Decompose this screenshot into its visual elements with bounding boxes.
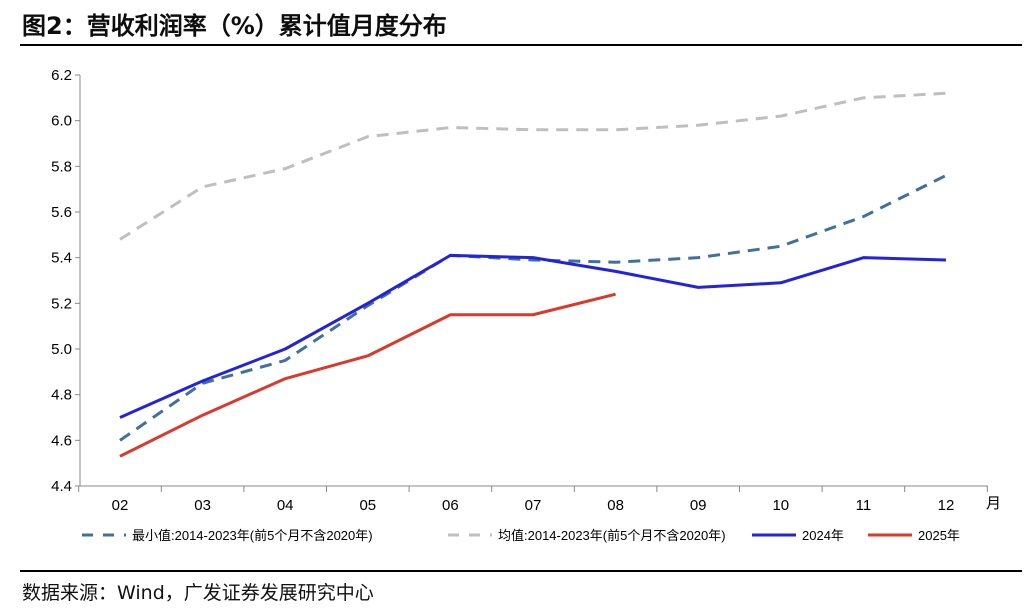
series-line-3 <box>119 292 616 458</box>
legend-label: 2025年 <box>918 528 960 543</box>
legend-label: 均值:2014-2023年(前5个月不含2020年) <box>498 528 726 543</box>
x-tick-label: 10 <box>772 497 789 514</box>
y-tick-label: 5.2 <box>51 295 72 312</box>
y-tick-label: 4.8 <box>51 387 72 404</box>
y-tick-label: 5.4 <box>51 250 72 267</box>
y-tick-label: 5.8 <box>51 158 72 175</box>
line-chart: 4.4 4.6 4.8 5.0 5.2 5.4 5.6 5.8 6.0 6.2 02 03 04 05 06… <box>51 67 1001 543</box>
series-line-2 <box>119 253 947 419</box>
legend-label: 2024年 <box>802 528 844 543</box>
y-tick-label: 4.6 <box>51 432 72 449</box>
y-tick-label: 5.6 <box>51 204 72 221</box>
y-tick-label: 6.2 <box>51 67 72 84</box>
title-divider <box>20 44 1022 46</box>
series-line-0 <box>119 174 947 442</box>
y-tick-label: 5.0 <box>51 341 72 358</box>
x-tick-label: 03 <box>194 497 211 514</box>
footer-divider <box>20 570 1022 572</box>
series-line-1 <box>119 91 947 241</box>
y-tick-label: 6.0 <box>51 113 72 130</box>
x-tick-label: 12 <box>938 497 955 514</box>
legend-label: 最小值:2014-2023年(前5个月不含2020年) <box>132 528 373 543</box>
x-tick-label: 09 <box>690 497 707 514</box>
x-tick-label: 05 <box>359 497 376 514</box>
x-tick-label: 07 <box>525 497 542 514</box>
figure-title: 图2：营收利润率（%）累计值月度分布 <box>22 12 447 40</box>
x-tick-label: 06 <box>442 497 459 514</box>
x-tick-label: 08 <box>607 497 624 514</box>
x-tick-label: 04 <box>277 497 294 514</box>
y-tick-label: 4.4 <box>51 478 72 495</box>
x-tick-label: 02 <box>112 497 129 514</box>
source-note: 数据来源：Wind，广发证券发展研究中心 <box>22 582 374 604</box>
x-tick-label: 11 <box>856 497 872 514</box>
x-unit-label: 月 <box>986 495 1001 512</box>
